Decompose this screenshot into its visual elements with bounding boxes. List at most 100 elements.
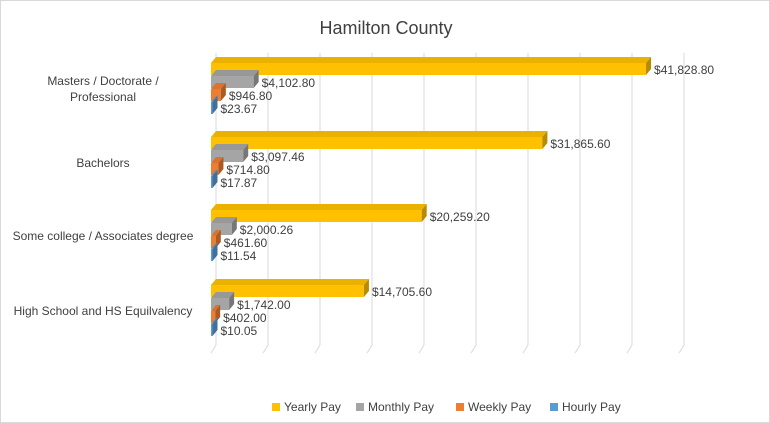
legend-swatch	[456, 403, 464, 411]
bar-top	[211, 318, 218, 324]
data-label: $461.60	[224, 236, 268, 250]
bar-face	[211, 285, 364, 297]
legend-item-weekly-pay: Weekly Pay	[456, 400, 531, 414]
data-label: $402.00	[223, 311, 267, 325]
legend-item-hourly-pay: Hourly Pay	[550, 400, 621, 414]
bar-top	[211, 170, 218, 176]
legend-swatch	[550, 403, 558, 411]
bar-side	[212, 96, 218, 114]
legend-swatch	[272, 403, 280, 411]
category-label: Bachelors	[76, 156, 129, 170]
data-label: $20,259.20	[430, 210, 490, 224]
bar-top	[211, 131, 548, 137]
data-label: $3,097.46	[251, 150, 305, 164]
bar-side	[212, 243, 218, 261]
legend-item-monthly-pay: Monthly Pay	[356, 400, 434, 414]
gridline-foot	[210, 344, 217, 354]
bar-face	[211, 102, 213, 114]
legend-label: Weekly Pay	[468, 400, 531, 414]
data-label: $23.67	[221, 102, 258, 116]
bar-top	[211, 57, 652, 63]
bar-weekly-pay-bachelors: $714.80	[211, 157, 270, 177]
bar-top	[211, 157, 224, 163]
gridline-foot	[626, 344, 633, 354]
bar-weekly-pay-masters-doctorate-professional: $946.80	[211, 83, 273, 103]
bar-side	[363, 279, 369, 297]
data-label: $1,742.00	[237, 298, 291, 312]
bar-face	[211, 210, 422, 222]
category-labels: Masters / Doctorate / Professional Bachelo…	[13, 74, 194, 318]
bar-top	[211, 144, 249, 150]
bar-face	[211, 249, 213, 261]
bar-top	[211, 83, 226, 89]
bar-hourly-pay-high-school-and-hs-equilvalency: $10.05	[211, 318, 258, 338]
bar-side	[542, 131, 548, 149]
gridline-foot	[470, 344, 477, 354]
bar-yearly-pay-high-school-and-hs-equilvalency: $14,705.60	[211, 279, 432, 299]
bar-monthly-pay-bachelors: $3,097.46	[211, 144, 305, 164]
bar-weekly-pay-high-school-and-hs-equilvalency: $402.00	[211, 305, 267, 325]
gridline-foot	[418, 344, 425, 354]
gridline-foot	[574, 344, 581, 354]
bar-face	[211, 89, 221, 101]
bar-side	[218, 157, 224, 175]
bar-face	[211, 324, 213, 336]
bar-top	[211, 70, 259, 76]
bar-side	[212, 318, 218, 336]
gridline-foot	[522, 344, 529, 354]
bar-side	[646, 57, 652, 75]
bar-face	[211, 236, 216, 248]
data-label: $31,865.60	[550, 137, 610, 151]
bar-top	[211, 217, 237, 223]
gridline-foot	[314, 344, 321, 354]
gridline-foot	[262, 344, 269, 354]
gridlines	[210, 53, 685, 354]
bar-yearly-pay-masters-doctorate-professional: $41,828.80	[211, 57, 714, 77]
data-label: $4,102.80	[262, 76, 316, 90]
data-label: $41,828.80	[654, 63, 714, 77]
data-label: $946.80	[229, 89, 273, 103]
bar-side	[253, 70, 259, 88]
gridline-foot	[678, 344, 685, 354]
bar-face	[211, 311, 216, 323]
bar-yearly-pay-bachelors: $31,865.60	[211, 131, 611, 151]
data-label: $14,705.60	[372, 285, 432, 299]
bar-hourly-pay-bachelors: $17.87	[211, 170, 258, 190]
bar-top	[211, 243, 218, 249]
data-label: $2,000.26	[240, 223, 294, 237]
bar-top	[211, 204, 427, 210]
bar-side	[229, 292, 235, 310]
bar-side	[421, 204, 427, 222]
legend-label: Hourly Pay	[562, 400, 621, 414]
bar-side	[231, 217, 237, 235]
bar-side	[212, 170, 218, 188]
category-label: Masters / Doctorate /	[47, 74, 159, 88]
data-label: $714.80	[226, 163, 270, 177]
category-label: Professional	[70, 90, 136, 104]
bar-top	[211, 292, 235, 298]
category-label: Some college / Associates degree	[13, 229, 194, 243]
bar-top	[211, 279, 369, 285]
legend-label: Yearly Pay	[284, 400, 341, 414]
legend: Yearly Pay Monthly Pay Weekly Pay Hourly Pa…	[272, 400, 621, 414]
legend-label: Monthly Pay	[368, 400, 434, 414]
bar-top	[211, 230, 221, 236]
data-label: $11.54	[221, 249, 257, 263]
gridline-foot	[366, 344, 373, 354]
bars: $41,828.80 $4,102.80$946.80$23.67 $31,865.…	[211, 57, 714, 338]
category-label: High School and HS Equilvalency	[14, 304, 193, 318]
bar-face	[211, 163, 219, 175]
bar-face	[211, 137, 543, 149]
bar-face	[211, 63, 647, 75]
bar-face	[211, 176, 213, 188]
bar-top	[211, 96, 218, 102]
bar-hourly-pay-masters-doctorate-professional: $23.67	[211, 96, 258, 116]
bar-yearly-pay-some-college-associates-degree: $20,259.20	[211, 204, 490, 224]
chart-title: Hamilton County	[319, 18, 452, 38]
bar-side	[220, 83, 226, 101]
legend-item-yearly-pay: Yearly Pay	[272, 400, 341, 414]
legend-swatch	[356, 403, 364, 411]
data-label: $10.05	[221, 324, 258, 338]
bar-top	[211, 305, 221, 311]
